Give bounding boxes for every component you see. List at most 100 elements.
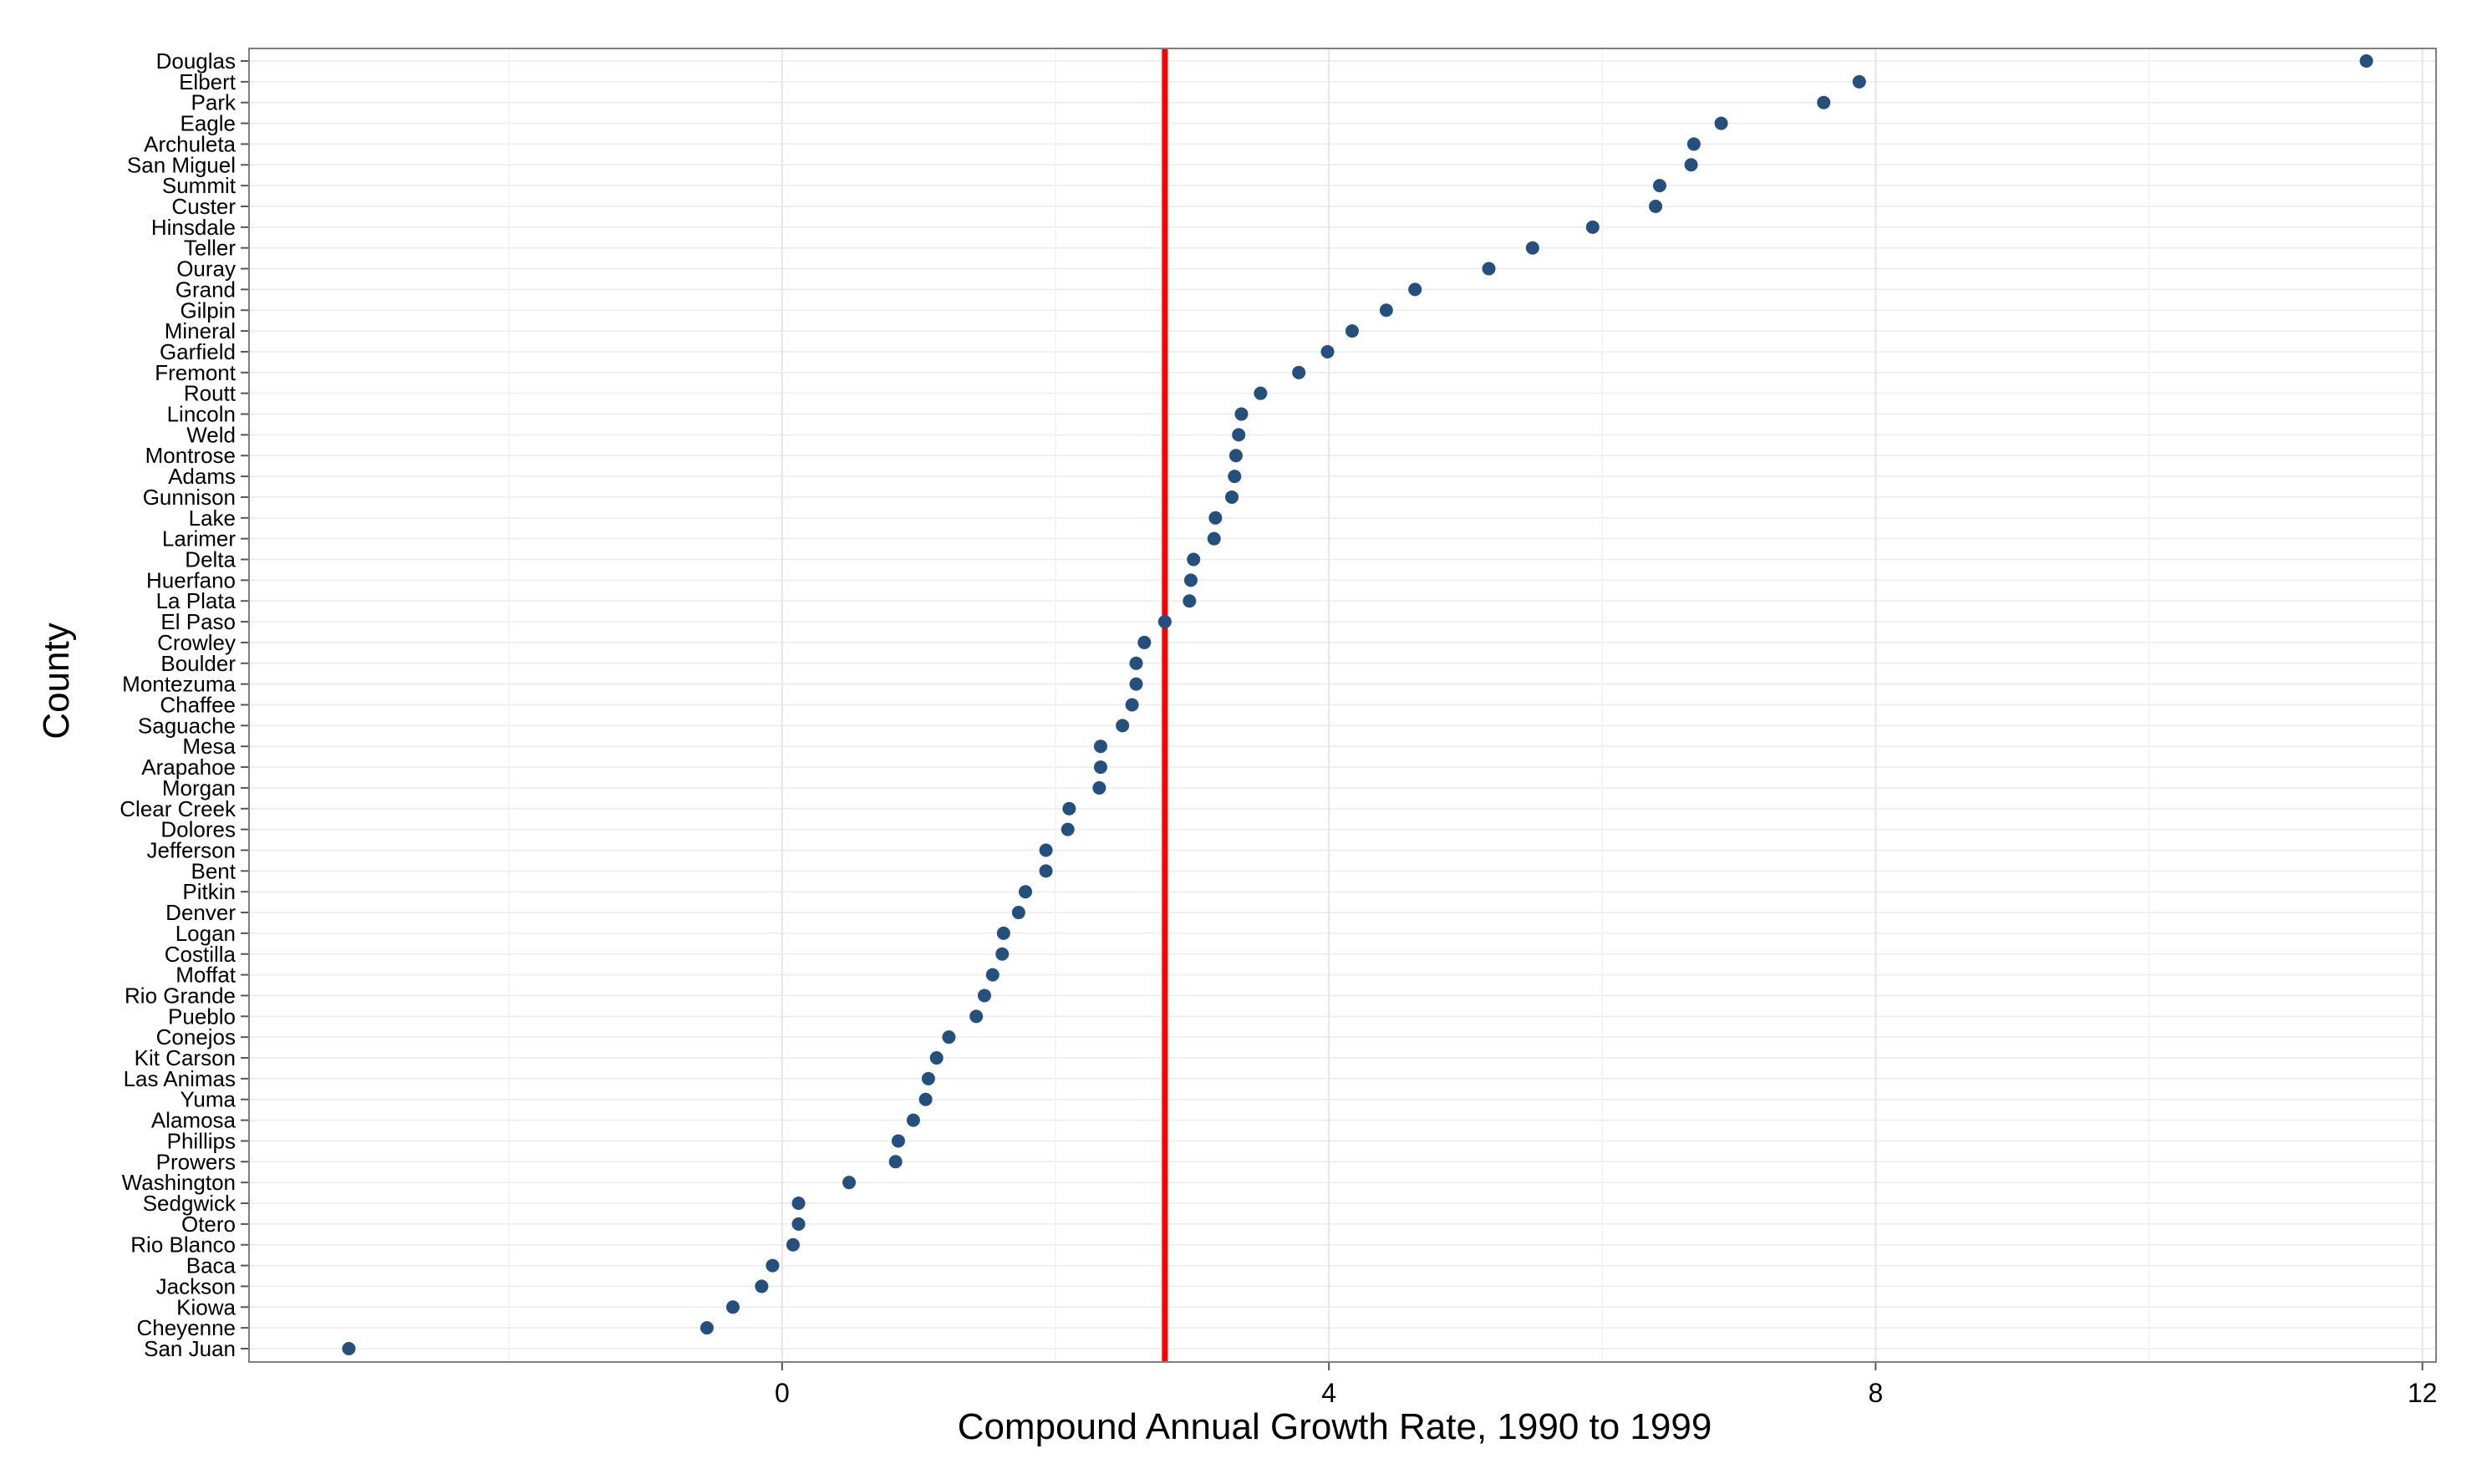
- y-tick-label: Conejos: [156, 1024, 236, 1049]
- y-tick-label: Delta: [185, 547, 236, 572]
- data-point: [1649, 199, 1663, 213]
- data-point: [1345, 324, 1359, 338]
- data-point: [985, 968, 1000, 982]
- y-tick-label: Rio Grande: [125, 983, 236, 1008]
- data-point: [1137, 635, 1152, 649]
- y-tick-label: Alamosa: [151, 1108, 237, 1133]
- y-tick-label: Yuma: [181, 1087, 237, 1112]
- y-tick-label: Arapahoe: [141, 755, 236, 780]
- y-tick-label: Hinsdale: [151, 215, 236, 240]
- data-point: [1232, 428, 1246, 442]
- y-tick-label: Saguache: [138, 713, 236, 738]
- data-point: [906, 1113, 920, 1127]
- data-point: [1228, 470, 1242, 484]
- data-point: [842, 1176, 857, 1190]
- x-tick-label: 4: [1321, 1378, 1336, 1408]
- y-tick-label: Dolores: [160, 817, 236, 842]
- y-tick-label: Sedgwick: [143, 1191, 237, 1216]
- x-tick-label: 8: [1868, 1378, 1883, 1408]
- x-tick-label: 0: [775, 1378, 790, 1408]
- y-tick-label: Montezuma: [122, 672, 236, 697]
- data-point: [2359, 54, 2373, 68]
- y-tick-label: Gilpin: [181, 297, 236, 323]
- y-tick-label: Custer: [171, 194, 236, 219]
- y-tick-label: Mineral: [165, 318, 236, 343]
- y-tick-label: Jefferson: [147, 837, 236, 862]
- data-point: [1011, 906, 1025, 920]
- y-tick-label: Lincoln: [167, 402, 236, 427]
- panel-border: [248, 48, 2437, 1363]
- y-tick-label: Bent: [191, 858, 237, 883]
- data-point: [1093, 739, 1107, 754]
- data-point: [1817, 95, 1831, 109]
- y-tick-label: Pitkin: [182, 879, 236, 904]
- data-point: [888, 1155, 903, 1169]
- y-tick-label: Lake: [189, 506, 236, 531]
- data-point: [969, 1009, 984, 1024]
- data-point: [1093, 760, 1107, 775]
- data-point: [1482, 262, 1496, 276]
- data-point: [929, 1051, 944, 1065]
- data-point: [699, 1321, 714, 1335]
- y-tick-label: Prowers: [156, 1149, 236, 1174]
- data-point: [918, 1092, 933, 1106]
- data-point: [1039, 843, 1053, 857]
- data-point: [1254, 386, 1268, 400]
- data-point: [791, 1217, 806, 1231]
- data-point: [1116, 719, 1130, 733]
- x-axis-title: Compound Annual Growth Rate, 1990 to 199…: [958, 1406, 1712, 1447]
- data-point: [1686, 137, 1701, 151]
- data-point: [1061, 822, 1075, 836]
- y-tick-label: Clear Creek: [120, 796, 237, 821]
- data-point: [786, 1238, 800, 1252]
- data-point: [1852, 74, 1866, 89]
- y-tick-label: Ouray: [176, 257, 236, 282]
- y-tick-label: Garfield: [160, 339, 236, 364]
- y-tick-label: Jackson: [156, 1273, 236, 1298]
- data-point: [995, 947, 1010, 961]
- y-tick-label: Chaffee: [160, 693, 236, 718]
- y-tick-label: Logan: [175, 921, 236, 946]
- data-point: [891, 1134, 905, 1148]
- y-tick-label: Kit Carson: [135, 1045, 236, 1070]
- y-tick-label: Elbert: [179, 69, 237, 94]
- y-tick-label: Las Animas: [124, 1066, 236, 1091]
- data-point: [1019, 885, 1033, 899]
- data-point: [921, 1071, 935, 1085]
- y-tick-label: Phillips: [167, 1128, 236, 1153]
- y-axis-title: County: [36, 623, 77, 739]
- y-tick-label: Larimer: [162, 526, 236, 551]
- data-point: [1228, 449, 1243, 463]
- y-tick-label: Rio Blanco: [130, 1232, 236, 1258]
- data-point: [1125, 698, 1139, 712]
- data-point: [1234, 407, 1249, 421]
- data-point: [1408, 282, 1422, 297]
- y-tick-label: La Plata: [156, 588, 237, 613]
- data-point: [1039, 864, 1053, 878]
- data-point: [977, 988, 991, 1003]
- y-tick-label: Baca: [186, 1253, 237, 1278]
- data-point: [1652, 179, 1666, 193]
- data-point: [1684, 158, 1698, 172]
- y-tick-label: Eagle: [181, 111, 237, 136]
- data-point: [1585, 220, 1600, 234]
- y-tick-label: Summit: [162, 173, 237, 198]
- y-tick-label: Teller: [184, 236, 236, 261]
- x-tick-label: 12: [2408, 1378, 2438, 1408]
- y-tick-label: Fremont: [155, 360, 237, 385]
- y-tick-label: Adams: [168, 464, 236, 489]
- data-point: [1183, 573, 1198, 587]
- data-point: [1379, 303, 1393, 318]
- data-point: [1714, 116, 1728, 130]
- data-point: [1225, 490, 1239, 504]
- data-point: [1183, 594, 1197, 608]
- y-tick-label: Mesa: [182, 734, 236, 759]
- y-tick-label: Morgan: [162, 775, 236, 800]
- y-tick-label: Cheyenne: [136, 1315, 236, 1340]
- y-tick-label: Costilla: [165, 942, 237, 967]
- data-point: [1129, 677, 1143, 691]
- data-point: [1187, 552, 1201, 567]
